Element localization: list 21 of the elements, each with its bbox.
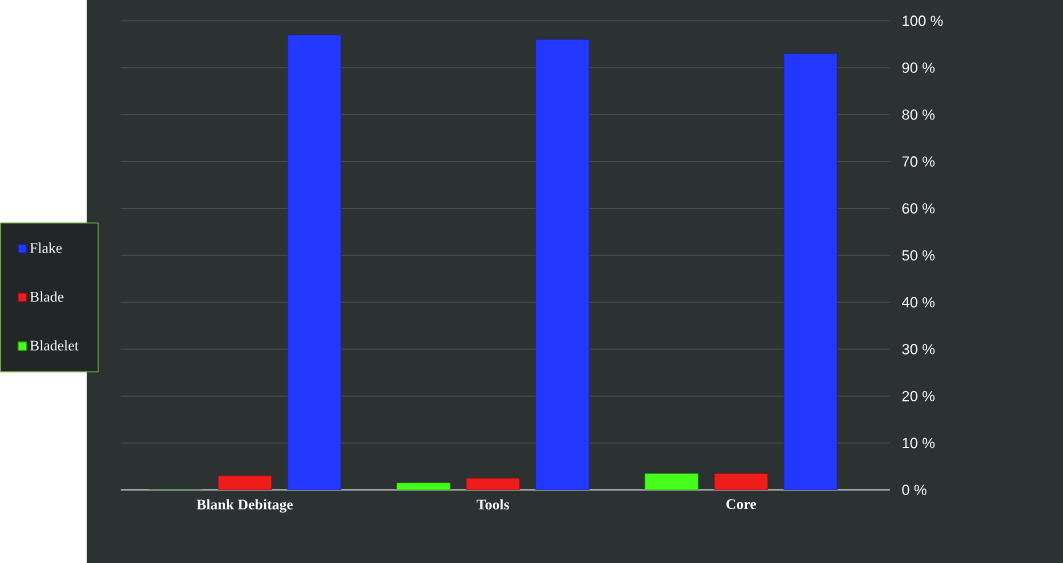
bar xyxy=(783,53,838,490)
bar xyxy=(217,475,272,490)
legend-label: Blade xyxy=(30,291,64,302)
y-tick-label: 60 % xyxy=(902,203,935,214)
y-tick-label: 10 % xyxy=(902,437,935,448)
y-tick-label: 100 % xyxy=(902,15,943,26)
bar xyxy=(287,34,342,490)
y-tick-label: 0 % xyxy=(902,484,927,495)
bar xyxy=(535,39,590,490)
y-tick-label: 20 % xyxy=(902,390,935,402)
y-tick-label: 80 % xyxy=(902,109,935,120)
y-tick-label: 50 % xyxy=(902,249,935,261)
x-tick-label: Blank Debitage xyxy=(196,498,293,513)
y-tick-label: 30 % xyxy=(902,343,935,355)
x-tick-label: Core xyxy=(726,498,757,509)
y-tick-label: 40 % xyxy=(901,296,935,308)
y-tick-label: 90 % xyxy=(902,62,935,73)
legend-label: Bladelet xyxy=(30,339,79,351)
x-tick-label: Tools xyxy=(476,498,510,510)
legend-label: Flake xyxy=(30,242,62,253)
y-tick-label: 70 % xyxy=(902,156,935,167)
